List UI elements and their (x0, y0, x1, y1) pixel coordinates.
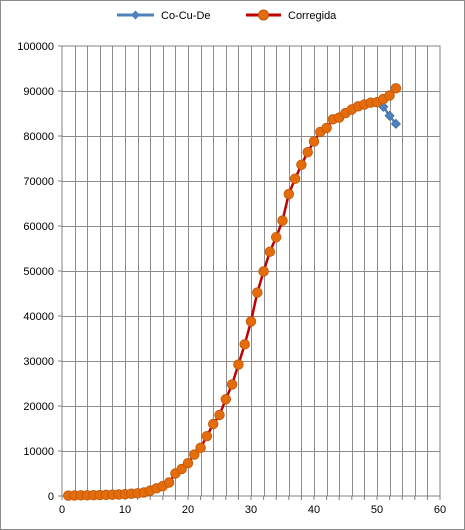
y-tick-label: 80000 (23, 131, 54, 143)
y-tick-label: 0 (48, 491, 54, 503)
data-point-corregida (321, 122, 332, 134)
data-point-corregida (239, 339, 250, 350)
data-point-corregida (296, 159, 307, 171)
x-tick-label: 0 (59, 504, 65, 516)
data-point-corregida (163, 477, 175, 488)
x-tick-label: 10 (119, 504, 131, 516)
data-point-corregida (226, 379, 238, 390)
data-point-co-cu-de (384, 110, 395, 121)
x-tick-label: 30 (245, 504, 257, 516)
legend: Co-Cu-De Corregida (117, 9, 337, 22)
data-point-corregida (176, 463, 187, 475)
data-point-corregida (384, 90, 395, 101)
data-point-corregida (277, 215, 288, 226)
data-point-corregida (289, 173, 301, 184)
legend-item-co-cu-de: Co-Cu-De (117, 10, 211, 22)
x-tick-label: 20 (182, 504, 194, 516)
data-point-corregida (201, 430, 213, 442)
y-tick-label: 30000 (23, 356, 54, 368)
x-tick-label: 50 (371, 504, 383, 516)
data-point-corregida (245, 316, 257, 327)
data-point-corregida (189, 449, 200, 460)
data-point-corregida (207, 418, 219, 430)
y-tick-label: 60000 (23, 221, 54, 233)
data-point-corregida (195, 442, 206, 454)
y-tick-label: 20000 (23, 401, 54, 413)
data-point-corregida (220, 394, 232, 405)
legend-marker-corregida (258, 9, 269, 21)
plot-area: 0 10000 20000 30000 40000 50000 60000 70000 8000… (17, 41, 446, 516)
data-point-corregida (252, 287, 263, 298)
data-point-corregida (271, 232, 282, 243)
data-point-corregida (233, 359, 244, 370)
x-tick-label: 40 (308, 504, 320, 516)
legend-label-co-cu-de: Co-Cu-De (161, 10, 211, 22)
y-tick-label: 50000 (23, 266, 54, 278)
y-tick-label: 10000 (23, 446, 54, 458)
y-tick-label: 100000 (17, 41, 54, 53)
legend-label-corregida: Corregida (288, 10, 337, 22)
y-tick-label: 70000 (23, 176, 54, 188)
x-tick-label: 60 (434, 504, 446, 516)
y-tick-label: 40000 (23, 311, 54, 323)
data-point-corregida (258, 266, 269, 277)
data-point-corregida (390, 83, 402, 94)
legend-marker-co-cu-de (131, 10, 140, 20)
data-point-co-cu-de (390, 118, 401, 129)
data-point-corregida (264, 246, 276, 257)
data-point-corregida (302, 146, 313, 158)
y-tick-label: 90000 (23, 86, 54, 98)
data-point-corregida (283, 188, 295, 200)
data-point-corregida (182, 457, 194, 469)
data-point-corregida (214, 409, 225, 421)
data-point-corregida (308, 136, 320, 147)
legend-item-corregida: Corregida (246, 9, 337, 22)
